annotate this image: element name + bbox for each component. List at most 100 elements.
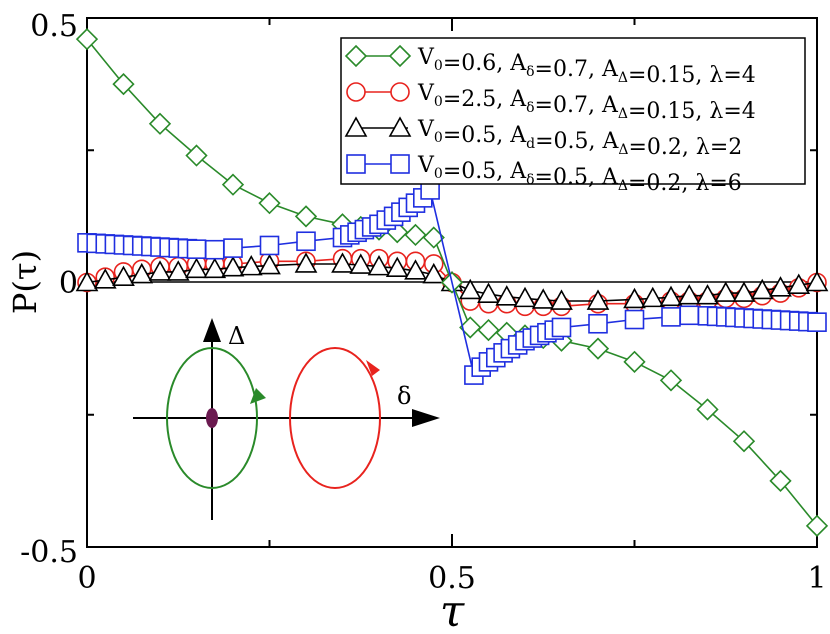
legend-label: V0=0.6, Aδ=0.7, AΔ=0.15, λ=4 [417, 45, 756, 88]
legend-entry: V0=0.5, Ad=0.5, AΔ=0.2, λ=2 [344, 116, 742, 160]
data-point-diamond [586, 337, 610, 360]
data-point-triangle [294, 252, 318, 273]
data-point-square [551, 317, 572, 338]
data-point-diamond [185, 144, 208, 167]
legend-entry: V0=2.5, Aδ=0.7, AΔ=0.15, λ=4 [346, 81, 756, 124]
data-point-triangle [495, 285, 519, 306]
data-point-triangle [75, 270, 99, 292]
legend-marker [390, 82, 410, 102]
data-point-triangle [239, 254, 263, 276]
data-point-square [204, 239, 225, 260]
legend-marker [346, 154, 366, 174]
inset-delta-axis-label: Δ [228, 322, 245, 350]
legend-marker [390, 154, 410, 174]
data-point-triangle [641, 286, 665, 308]
data-point-diamond [75, 28, 99, 51]
data-point-square [624, 309, 645, 330]
data-point-triangle [112, 265, 135, 287]
legend-label: V0=0.5, Aδ=0.5, AΔ=0.2, λ=6 [417, 153, 742, 196]
data-point-diamond [769, 469, 792, 493]
data-point-triangle [385, 256, 409, 278]
inset-green-arrow-icon [250, 388, 266, 404]
data-point-diamond [623, 350, 646, 373]
data-point-triangle [477, 282, 500, 303]
y-tick-label-0: 0 [59, 266, 78, 301]
legend-entry: V0=0.5, Aδ=0.5, AΔ=0.2, λ=6 [346, 153, 742, 196]
data-point-triangle [677, 284, 701, 305]
legend-label: V0=2.5, Aδ=0.7, AΔ=0.15, λ=4 [417, 81, 756, 124]
inset-small-delta-arrow-icon [412, 409, 440, 427]
data-point-diamond [294, 205, 318, 228]
data-point-square [296, 231, 316, 252]
data-point-triangle [349, 253, 373, 274]
legend-marker [344, 44, 368, 68]
data-point-triangle [404, 259, 427, 280]
y-tick-label-0.5: 0.5 [30, 9, 78, 44]
series-triangle [75, 252, 829, 310]
data-point-triangle [769, 276, 792, 297]
inset-origin-dot [206, 408, 218, 428]
data-point-triangle [750, 278, 774, 300]
x-tick-label-0: 0 [77, 561, 96, 596]
data-point-triangle [203, 257, 227, 279]
series-layer [75, 28, 829, 537]
inset-small-delta-axis-label: δ [397, 382, 411, 410]
data-point-diamond [112, 72, 135, 96]
data-point-square [807, 312, 827, 332]
x-axis-label: τ [440, 586, 465, 634]
inset-green-loop [166, 347, 258, 489]
data-point-triangle [93, 268, 117, 289]
data-point-triangle [331, 252, 354, 273]
inset-red-loop [289, 347, 381, 489]
inset-red-arrow-icon [366, 360, 380, 376]
inset-delta-arrow-icon [203, 318, 221, 342]
data-point-square [661, 307, 681, 327]
data-point-diamond [404, 223, 427, 247]
data-point-triangle [458, 278, 482, 300]
data-point-triangle [258, 253, 281, 275]
data-point-diamond [221, 173, 245, 196]
legend: V0=0.6, Aδ=0.7, AΔ=0.15, λ=4V0=2.5, Aδ=0… [340, 37, 806, 196]
legend-marker [346, 82, 366, 102]
data-point-triangle [513, 286, 537, 308]
inset-diagram: Δ δ [133, 318, 440, 520]
data-point-triangle [185, 257, 208, 279]
data-point-square [679, 305, 700, 326]
data-point-triangle [531, 288, 555, 309]
data-point-square [223, 238, 243, 258]
data-point-triangle [130, 262, 154, 284]
data-point-diamond [805, 514, 829, 537]
legend-marker [344, 116, 368, 137]
legend-entry: V0=0.6, Aδ=0.7, AΔ=0.15, λ=4 [344, 44, 756, 88]
data-point-triangle [732, 281, 756, 302]
data-point-triangle [148, 260, 172, 281]
data-point-triangle [550, 289, 573, 310]
data-point-diamond [696, 398, 719, 421]
data-point-diamond [477, 318, 500, 342]
x-tick-label-0.5: 0.5 [428, 561, 476, 596]
data-point-square [259, 235, 280, 256]
legend-marker [388, 44, 412, 68]
data-point-triangle [422, 262, 446, 284]
data-point-square [186, 239, 207, 259]
data-point-triangle [623, 287, 646, 309]
data-point-triangle [367, 254, 391, 276]
data-point-triangle [696, 284, 719, 305]
data-point-triangle [787, 273, 811, 294]
legend-box [340, 37, 806, 185]
data-point-triangle [166, 260, 190, 281]
data-point-diamond [732, 430, 756, 453]
data-point-diamond [459, 316, 482, 339]
data-point-triangle [805, 270, 829, 292]
data-point-diamond [659, 369, 683, 392]
series-diamond [75, 28, 829, 537]
data-point-triangle [586, 289, 610, 310]
legend-label: V0=0.5, Ad=0.5, AΔ=0.2, λ=2 [417, 117, 742, 160]
data-point-diamond [258, 192, 281, 215]
y-tick-label-neg0.5: -0.5 [20, 535, 78, 570]
legend-marker [388, 116, 412, 137]
data-point-triangle [221, 256, 245, 277]
data-point-diamond [148, 112, 172, 135]
y-axis-label: P(τ) [6, 250, 44, 314]
